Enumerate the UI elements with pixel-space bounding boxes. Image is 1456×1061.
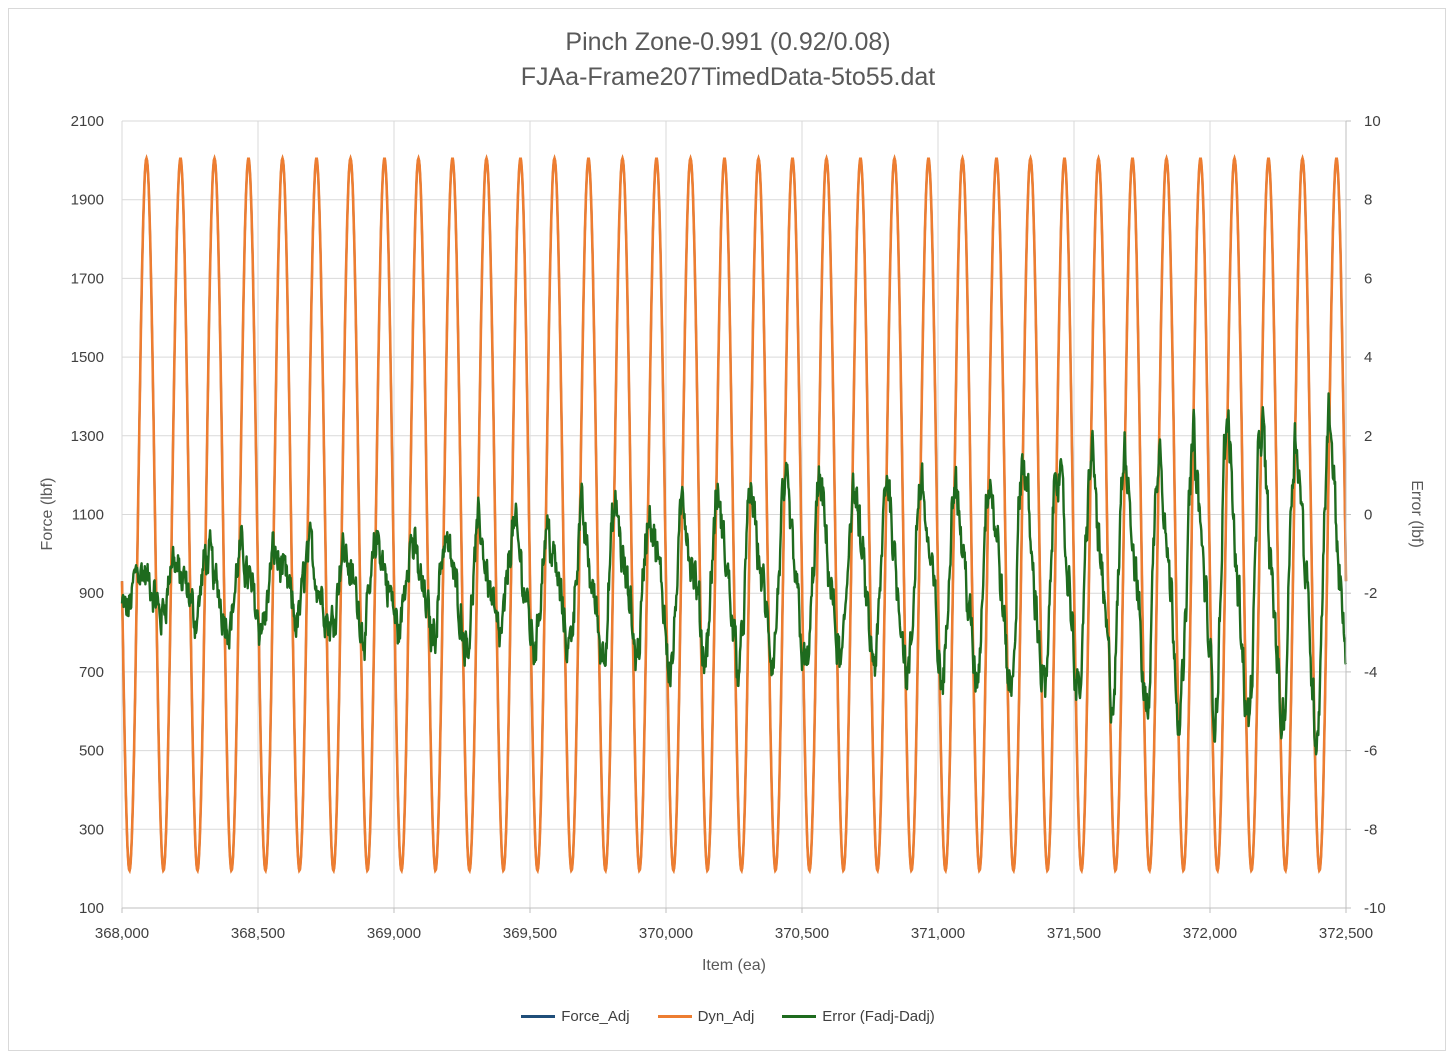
legend-item-force-adj: Force_Adj <box>521 1008 630 1025</box>
legend: Force_Adj Dyn_Adj Error (Fadj-Dadj) <box>0 1008 1456 1025</box>
legend-swatch-dyn-adj <box>657 1015 692 1018</box>
y2-tick-label: -8 <box>1364 821 1377 838</box>
y2-tick-label: 4 <box>1364 349 1372 366</box>
legend-label-error: Error (Fadj-Dadj) <box>822 1008 935 1025</box>
axes <box>121 120 1351 913</box>
y-tick-label: 1700 <box>71 270 104 287</box>
y-tick-label: 900 <box>79 585 104 602</box>
y-tick-label: 700 <box>79 664 104 681</box>
chart-title: Pinch Zone-0.991 (0.92/0.08) <box>565 28 891 56</box>
y-tick-label: 2100 <box>71 113 104 130</box>
y-tick-label: 1900 <box>71 192 104 209</box>
x-tick-label: 369,500 <box>503 925 557 942</box>
x-axis-label: Item (ea) <box>702 957 766 974</box>
x-tick-label: 369,000 <box>367 925 421 942</box>
y2-tick-label: -4 <box>1364 664 1377 681</box>
y2-tick-label: -2 <box>1364 585 1377 602</box>
y-tick-label: 1500 <box>71 349 104 366</box>
legend-item-dyn-adj: Dyn_Adj <box>657 1008 755 1025</box>
x-tick-label: 372,500 <box>1319 925 1373 942</box>
y-tick-label: 1300 <box>71 428 104 445</box>
y-axis-label: Force (lbf) <box>39 478 56 551</box>
series-lines <box>120 153 1348 875</box>
y2-tick-label: -6 <box>1364 743 1377 760</box>
x-tick-label: 371,000 <box>911 925 965 942</box>
y-tick-label: 100 <box>79 900 104 917</box>
x-tick-label: 368,500 <box>231 925 285 942</box>
chart-subtitle: FJAa-Frame207TimedData-5to55.dat <box>520 63 936 91</box>
y2-tick-label: 2 <box>1364 428 1372 445</box>
y-tick-label: 500 <box>79 743 104 760</box>
x-tick-label: 371,500 <box>1047 925 1101 942</box>
y-tick-label: 300 <box>79 821 104 838</box>
y2-tick-label: 8 <box>1364 192 1372 209</box>
series-error-line <box>120 392 1348 756</box>
y2-tick-label: 6 <box>1364 270 1372 287</box>
tick-labels: 100300500700900110013001500170019002100-… <box>71 113 1386 942</box>
legend-swatch-error <box>782 1015 817 1018</box>
legend-item-error: Error (Fadj-Dadj) <box>782 1008 935 1025</box>
legend-label-force-adj: Force_Adj <box>561 1008 630 1025</box>
x-tick-label: 370,000 <box>639 925 693 942</box>
x-tick-label: 368,000 <box>95 925 149 942</box>
series-dyn-adj-line <box>120 153 1348 875</box>
y2-tick-label: 10 <box>1364 113 1381 130</box>
y2-tick-label: -10 <box>1364 900 1386 917</box>
x-tick-label: 370,500 <box>775 925 829 942</box>
x-tick-label: 372,000 <box>1183 925 1237 942</box>
legend-label-dyn-adj: Dyn_Adj <box>697 1008 755 1025</box>
legend-swatch-force-adj <box>521 1015 556 1018</box>
y2-tick-label: 0 <box>1364 507 1372 524</box>
y2-axis-label: Error (lbf) <box>1408 480 1425 548</box>
y-tick-label: 1100 <box>72 507 104 524</box>
